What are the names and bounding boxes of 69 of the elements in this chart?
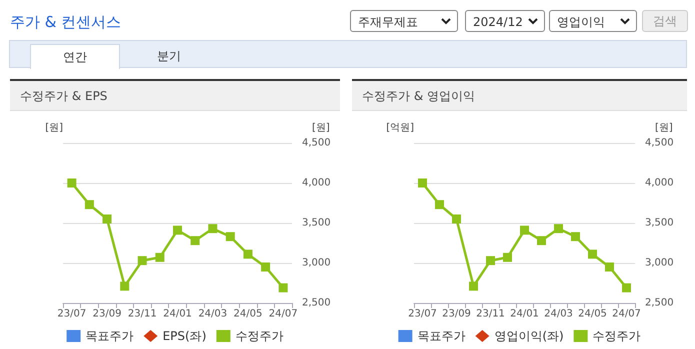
y2-axis-title: [원] [312,122,330,134]
x-tick-label: 23/11 [128,308,157,320]
point [452,214,461,224]
y2-tick-label: 3,000 [302,258,331,268]
point [520,226,529,235]
point [67,178,76,188]
text: 영업이익 [549,10,637,32]
x-tick-label: 24/03 [198,308,228,320]
chart-title: 수정주가 & EPS [10,79,340,111]
x-tick-label: 24/01 [163,308,192,320]
x-tick-label: 24/03 [544,308,573,320]
point [208,224,218,234]
point [226,232,235,242]
legend-label: EPS(좌) [162,329,206,343]
point [622,283,631,292]
y-axis-title: [억원] [386,122,414,134]
point [605,262,614,272]
y2-tick-label: 2,500 [302,298,331,308]
x-tick-label: 23/09 [92,308,122,320]
x-tick-label: 23/11 [476,308,505,320]
y-axis-title: [원] [45,122,64,134]
y2-tick-label: 4,500 [302,138,331,148]
legend-label: 수정주가 [592,329,641,343]
point [469,282,478,291]
point [190,236,200,246]
y2-tick-label: 3,500 [302,218,331,228]
legend-label: 수정주가 [235,329,284,343]
text: 검색 [642,10,688,32]
x-tick-label: 24/07 [612,308,641,320]
point [120,282,130,291]
x-tick-label: 24/07 [268,308,298,320]
point [243,250,252,259]
legend-label: 목표주가 [417,329,466,343]
point [537,236,546,246]
point [418,178,427,188]
x-tick-label: 24/01 [510,308,539,320]
point [138,256,147,266]
y2-tick-label: 3,000 [645,258,674,268]
point [503,252,512,262]
point [278,283,288,292]
point [588,250,597,259]
text: 주재무제표 [350,10,458,32]
y2-tick-label: 3,500 [645,218,674,228]
y2-tick-label: 4,500 [645,138,674,148]
y2-tick-label: 4,000 [645,178,674,188]
text: 2024/12 [465,10,545,32]
x-tick-label: 23/07 [408,308,437,320]
point [84,200,94,210]
text: 연간 [30,44,120,69]
point [435,200,444,210]
point [155,252,164,262]
y2-axis-title: [원] [655,122,673,134]
text: 주가 & 컨센서스 [10,13,122,31]
x-tick-label: 24/05 [234,308,262,320]
y2-tick-label: 4,000 [302,178,331,188]
point [173,226,182,235]
chart-title: 수정주가 & 영업이익 [352,79,687,111]
point [486,256,495,266]
x-tick-label: 24/05 [578,308,607,320]
point [261,262,270,272]
text: 분기 [156,48,182,65]
point [554,224,563,234]
y2-tick-label: 2,500 [645,298,674,308]
point [571,232,580,242]
x-tick-label: 23/09 [442,308,471,320]
x-tick-label: 23/07 [57,308,86,320]
legend-label: 영업이익(좌) [494,329,564,343]
point [102,214,112,224]
legend-label: 목표주가 [86,329,134,343]
